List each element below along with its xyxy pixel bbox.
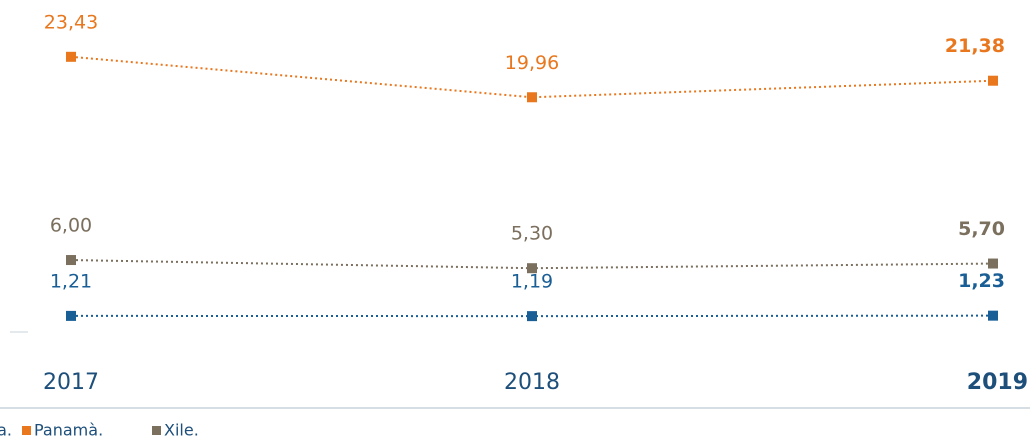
data-point [66, 51, 76, 62]
data-point [988, 75, 998, 86]
x-tick-label: 2018 [504, 370, 560, 395]
data-point [527, 92, 537, 103]
data-point [66, 255, 76, 266]
data-label: 5,30 [511, 223, 553, 245]
x-tick-label: 2019 [967, 370, 1028, 395]
data-label: 5,70 [958, 218, 1005, 240]
data-label: 23,43 [44, 11, 98, 33]
data-point [66, 310, 76, 321]
x-tick-label: 2017 [43, 370, 99, 395]
data-point [527, 263, 537, 274]
data-label: 1,21 [50, 270, 92, 292]
legend-label: Panamà. [34, 421, 103, 440]
legend-label: a. [0, 421, 12, 440]
data-point [988, 310, 998, 321]
data-point [988, 258, 998, 269]
legend-swatch [152, 426, 161, 435]
data-label: 19,96 [505, 52, 559, 74]
data-label: 6,00 [50, 215, 92, 237]
legend-label: Xile. [164, 421, 199, 440]
series-line [70, 55, 994, 99]
data-point [527, 311, 537, 322]
data-label: 1,23 [958, 270, 1005, 292]
data-label: 21,38 [945, 35, 1005, 57]
legend-swatch [22, 426, 31, 435]
data-label: 1,19 [511, 271, 553, 293]
